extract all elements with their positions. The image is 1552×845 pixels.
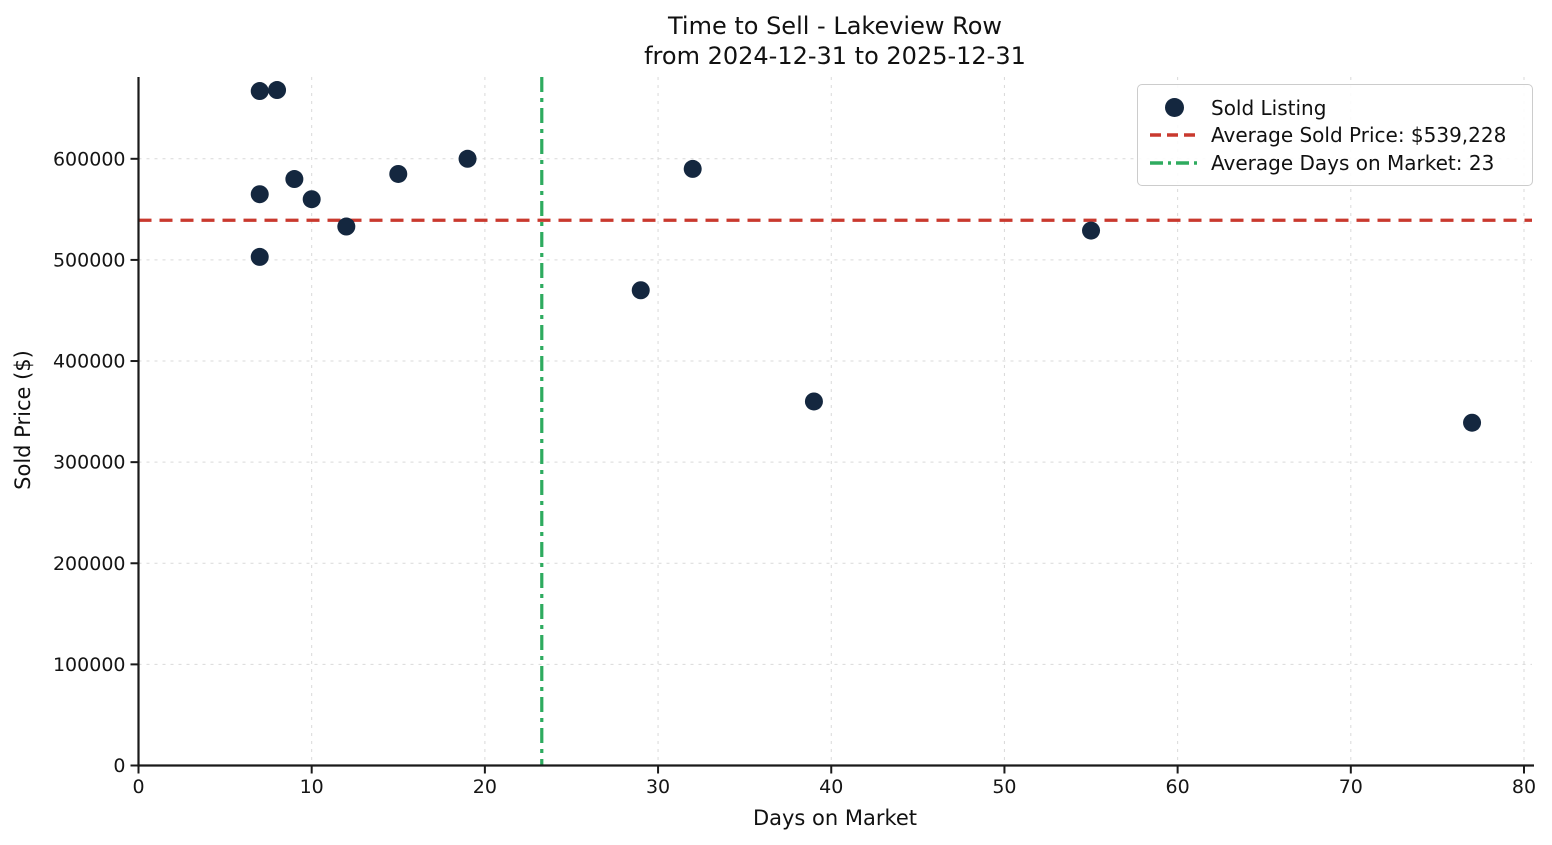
svg-text:60: 60 [1166, 776, 1190, 798]
svg-text:20: 20 [473, 776, 497, 798]
svg-text:10: 10 [300, 776, 324, 798]
dash-dot-line-icon [1150, 160, 1198, 165]
legend: Sold Listing Average Sold Price: $539,22… [1137, 84, 1533, 186]
chart-title-line2: from 2024-12-31 to 2025-12-31 [644, 42, 1026, 70]
svg-text:40: 40 [819, 776, 843, 798]
chart-title-line1: Time to Sell - Lakeview Row [667, 12, 1003, 40]
legend-avg-days-label: Average Days on Market: 23 [1211, 150, 1495, 175]
legend-item-avg-price: Average Sold Price: $539,228 [1148, 122, 1526, 149]
legend-item-sold-listing: Sold Listing [1148, 94, 1526, 121]
legend-avg-price-label: Average Sold Price: $539,228 [1211, 123, 1507, 147]
svg-text:80: 80 [1512, 776, 1536, 798]
svg-text:500000: 500000 [53, 249, 126, 271]
sold-listing-dot-icon [1164, 98, 1184, 117]
legend-marker-cell [1148, 132, 1200, 138]
svg-text:30: 30 [646, 776, 670, 798]
dashed-line-icon [1150, 133, 1198, 137]
svg-text:400000: 400000 [53, 351, 126, 373]
svg-text:70: 70 [1339, 776, 1363, 798]
x-axis-label: Days on Market [752, 806, 918, 830]
legend-sold-listing-label: Sold Listing [1211, 95, 1327, 120]
svg-text:600000: 600000 [53, 148, 126, 170]
svg-text:50: 50 [992, 776, 1016, 798]
y-axis-label: Sold Price ($) [11, 350, 35, 490]
svg-text:0: 0 [113, 755, 125, 777]
legend-marker-cell [1148, 160, 1200, 166]
svg-text:100000: 100000 [53, 654, 126, 676]
svg-text:0: 0 [132, 776, 144, 798]
legend-marker-cell [1148, 98, 1200, 117]
svg-text:200000: 200000 [53, 553, 126, 575]
chart-title: Time to Sell - Lakeview Row from 2024-12… [139, 11, 1531, 71]
svg-text:300000: 300000 [53, 452, 126, 474]
legend-item-avg-days: Average Days on Market: 23 [1148, 149, 1526, 176]
